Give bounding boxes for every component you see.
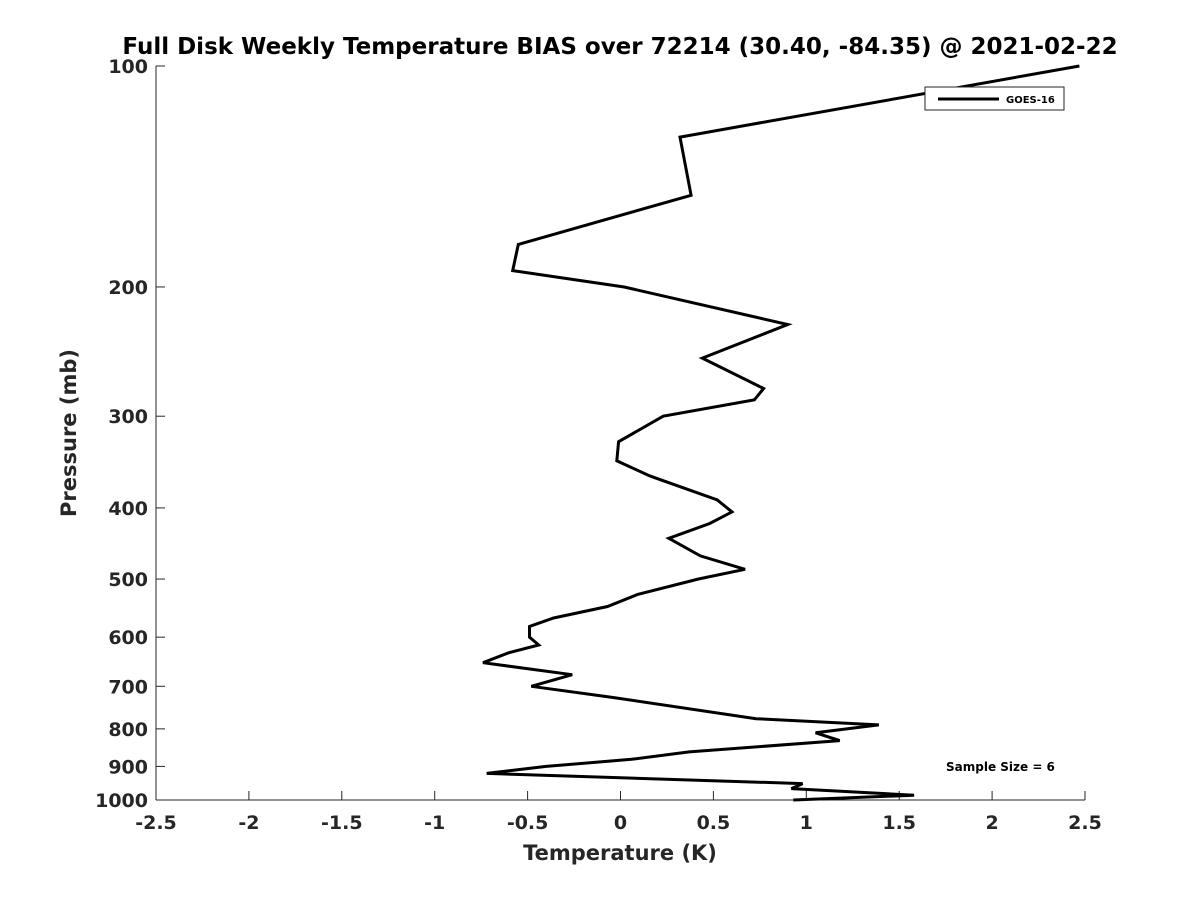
x-ticks: -2.5 -2 -1.5 -1 -0.5 0 0.5 1 1.5 2 2.5 [135, 791, 1102, 834]
x-tick-label: -1 [424, 812, 445, 834]
x-tick-label: 2.5 [1068, 812, 1102, 834]
chart-title: Full Disk Weekly Temperature BIAS over 7… [122, 34, 1117, 60]
y-ticks: 100 200 300 400 500 600 700 800 900 1000 [95, 56, 165, 812]
x-tick-label: 0 [614, 812, 627, 834]
sample-size-annotation: Sample Size = 6 [946, 760, 1055, 774]
y-tick-label: 100 [108, 56, 148, 78]
series-group [482, 64, 1080, 802]
legend-label-goes-16: GOES-16 [1006, 95, 1055, 106]
y-tick-label: 200 [108, 277, 148, 299]
y-tick-label: 600 [108, 627, 148, 649]
x-tick-label: -1.5 [321, 812, 363, 834]
y-tick-label: 800 [108, 719, 148, 741]
x-tick-label: -0.5 [507, 812, 549, 834]
y-tick-label: 900 [108, 756, 148, 778]
y-tick-label: 400 [108, 498, 148, 520]
x-tick-label: -2.5 [135, 812, 177, 834]
y-axis-label: Pressure (mb) [57, 349, 81, 517]
y-tick-label: 700 [108, 676, 148, 698]
x-tick-label: -2 [238, 812, 259, 834]
x-tick-label: 2 [985, 812, 998, 834]
y-tick-label: 300 [108, 406, 148, 428]
x-axis-label: Temperature (K) [523, 841, 717, 865]
y-tick-label: 1000 [95, 790, 148, 812]
legend: GOES-16 [924, 86, 1065, 111]
x-tick-label: 1.5 [882, 812, 916, 834]
x-tick-label: 0.5 [697, 812, 731, 834]
series-line-goes-16 [482, 64, 1080, 802]
x-tick-label: 1 [800, 812, 813, 834]
y-tick-label: 500 [108, 569, 148, 591]
